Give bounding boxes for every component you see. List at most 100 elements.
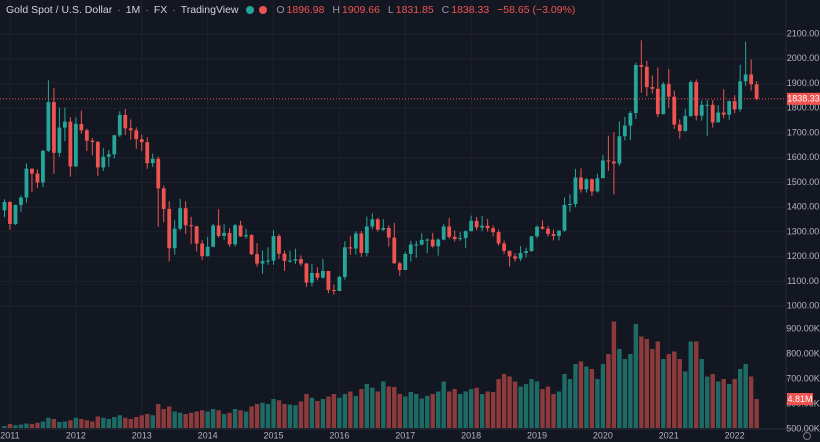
volume-bar [276, 400, 282, 428]
volume-bar [249, 406, 254, 428]
volume-bar [117, 415, 122, 428]
candle-body [408, 244, 413, 254]
candle-body [677, 124, 682, 132]
volume-bar [518, 386, 523, 428]
candle-body [310, 272, 314, 283]
candle-body [568, 203, 572, 205]
volume-bar [737, 369, 743, 428]
candle-body [447, 226, 452, 237]
y-tick-label: 2100.00 [787, 28, 820, 38]
volume-bar [743, 364, 748, 428]
candle-body [288, 260, 292, 262]
volume-bar [672, 351, 677, 428]
candle-body [633, 65, 638, 113]
candle-body [112, 135, 117, 155]
volume-bar [381, 381, 386, 428]
volume-bar [101, 417, 106, 428]
candle-body [474, 220, 479, 228]
volume-bar [106, 419, 112, 428]
candle-body [524, 251, 528, 253]
volume-bar [545, 386, 551, 428]
candle-body [414, 244, 419, 246]
candle-body [101, 156, 106, 168]
candle-body [502, 243, 506, 251]
settings-icon[interactable] [803, 432, 811, 440]
candle-body [194, 226, 199, 244]
volume-bar [112, 417, 117, 428]
volume-bar [446, 391, 452, 428]
candle-body [672, 96, 677, 125]
volume-bar [337, 397, 342, 428]
volume-bar [150, 415, 155, 428]
candle-body [266, 260, 270, 262]
volume-bar [430, 394, 435, 428]
volume-bar [551, 394, 556, 428]
candles [0, 40, 786, 295]
volume-bar [271, 399, 276, 428]
candle-body [183, 208, 188, 226]
candle-body [271, 236, 276, 261]
volume-bar [633, 324, 639, 428]
volume-bar [172, 411, 177, 428]
candle-body [106, 154, 111, 157]
volume-pane [2, 321, 759, 428]
volume-bar [468, 389, 474, 428]
candle-body [430, 239, 435, 247]
ohlc-letter: O [276, 4, 285, 16]
volume-bar [293, 405, 298, 428]
candle-body [172, 228, 177, 249]
volume-bar [748, 376, 754, 428]
volume-bar [661, 359, 666, 428]
volume-bar [567, 379, 573, 428]
y2-tick-label: 500.00K [786, 423, 820, 433]
volume-bar [655, 341, 661, 428]
candle-body [738, 81, 743, 110]
candle-body [299, 259, 303, 264]
candle-body [46, 102, 51, 151]
candle-body [205, 246, 210, 257]
volume-bar [403, 396, 408, 428]
volume-bar [29, 424, 35, 428]
candle-body [189, 225, 194, 227]
volume-bar [501, 374, 507, 428]
volume-bar [79, 419, 84, 428]
candle-body [8, 202, 12, 225]
x-tick-label: 2021 [659, 430, 679, 440]
candle-body [480, 225, 485, 228]
candle-body [35, 173, 40, 183]
candle-body [590, 179, 594, 192]
x-tick-label: 2013 [132, 430, 152, 440]
volume-bar [578, 361, 584, 428]
volume-bar [7, 424, 13, 428]
last-price-tag [787, 92, 820, 105]
y-tick-label: 1100.00 [787, 276, 819, 286]
volume-bar [84, 420, 90, 428]
volume-bar [441, 381, 446, 428]
volume-bar [375, 391, 381, 428]
volume-bar [68, 420, 73, 428]
volume-bar [139, 415, 144, 428]
candle-body [716, 112, 721, 123]
volume-bar [425, 395, 430, 428]
y2-tick-label: 700.00K [786, 373, 820, 383]
ohlc-letter: C [441, 4, 450, 16]
candle-body [540, 226, 545, 229]
candle-body [606, 160, 611, 162]
ohlc-value: 1831.85 [395, 4, 434, 16]
price-axis-bg [786, 0, 820, 442]
volume-bar [606, 354, 611, 428]
candle-body [260, 261, 265, 264]
y-tick-label: 1900.00 [787, 78, 820, 88]
volume-bar [2, 426, 7, 428]
volume-bar [573, 364, 578, 428]
candle-body [699, 104, 704, 116]
candle-body [41, 150, 45, 183]
candle-body [167, 208, 172, 249]
candle-body [496, 232, 501, 244]
candle-body [161, 188, 166, 209]
candle-body [650, 87, 655, 89]
volume-bar [556, 391, 562, 428]
candle-body [573, 177, 578, 204]
y-tick-label: 1000.00 [787, 300, 820, 310]
